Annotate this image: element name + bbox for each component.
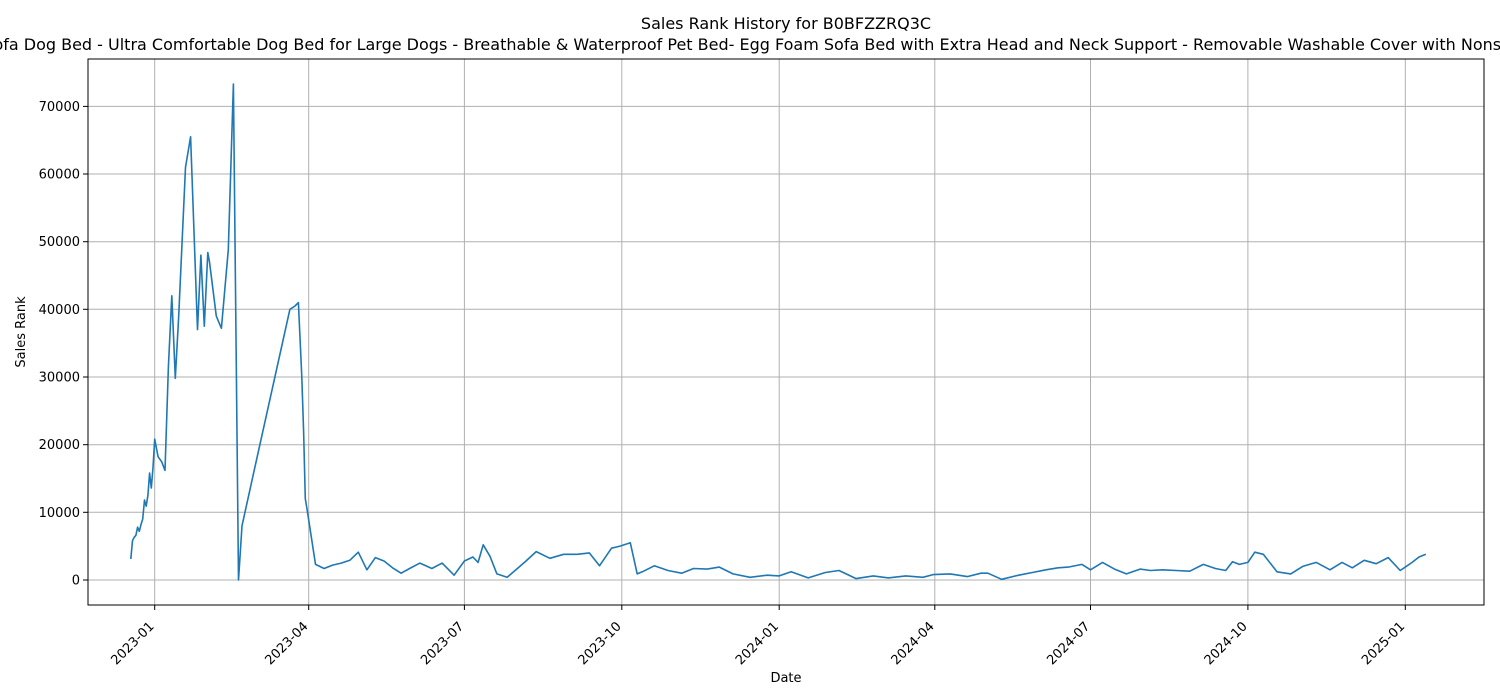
chart-subtitle: Sofa Dog Bed - Ultra Comfortable Dog Bed…: [0, 35, 1500, 54]
y-tick-label: 30000: [39, 371, 80, 386]
y-tick-label: 0: [72, 574, 80, 589]
y-tick-label: 10000: [39, 506, 80, 521]
y-tick-label: 40000: [39, 303, 80, 318]
y-tick-label: 70000: [39, 100, 80, 115]
plot-frame: [87, 58, 1485, 606]
y-tick-label: 60000: [39, 168, 80, 183]
y-tick-label: 50000: [39, 235, 80, 250]
chart-title: Sales Rank History for B0BFZZRQ3C: [641, 14, 931, 33]
grid-layer: [88, 59, 1484, 605]
y-axis-label: Sales Rank: [14, 296, 29, 368]
sales-rank-line: [130, 83, 1427, 581]
y-tick-label: 20000: [39, 438, 80, 453]
x-axis-label: Date: [770, 671, 801, 686]
